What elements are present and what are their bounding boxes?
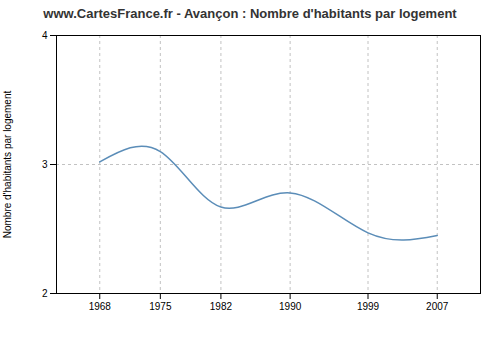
svg-text:3: 3 <box>42 159 48 170</box>
svg-text:1975: 1975 <box>149 301 172 312</box>
svg-text:1982: 1982 <box>210 301 233 312</box>
svg-text:1990: 1990 <box>279 301 302 312</box>
svg-text:2: 2 <box>42 288 48 299</box>
svg-text:1999: 1999 <box>357 301 380 312</box>
svg-text:1968: 1968 <box>89 301 112 312</box>
svg-text:2007: 2007 <box>426 301 449 312</box>
svg-text:4: 4 <box>42 30 48 41</box>
html-text:www.CartesFrance.fr - Avançon: www.CartesFrance.fr - Avançon : Nombre d… <box>43 6 457 21</box>
svg-text:Nombre d'habitants par logemen: Nombre d'habitants par logement <box>2 91 13 239</box>
